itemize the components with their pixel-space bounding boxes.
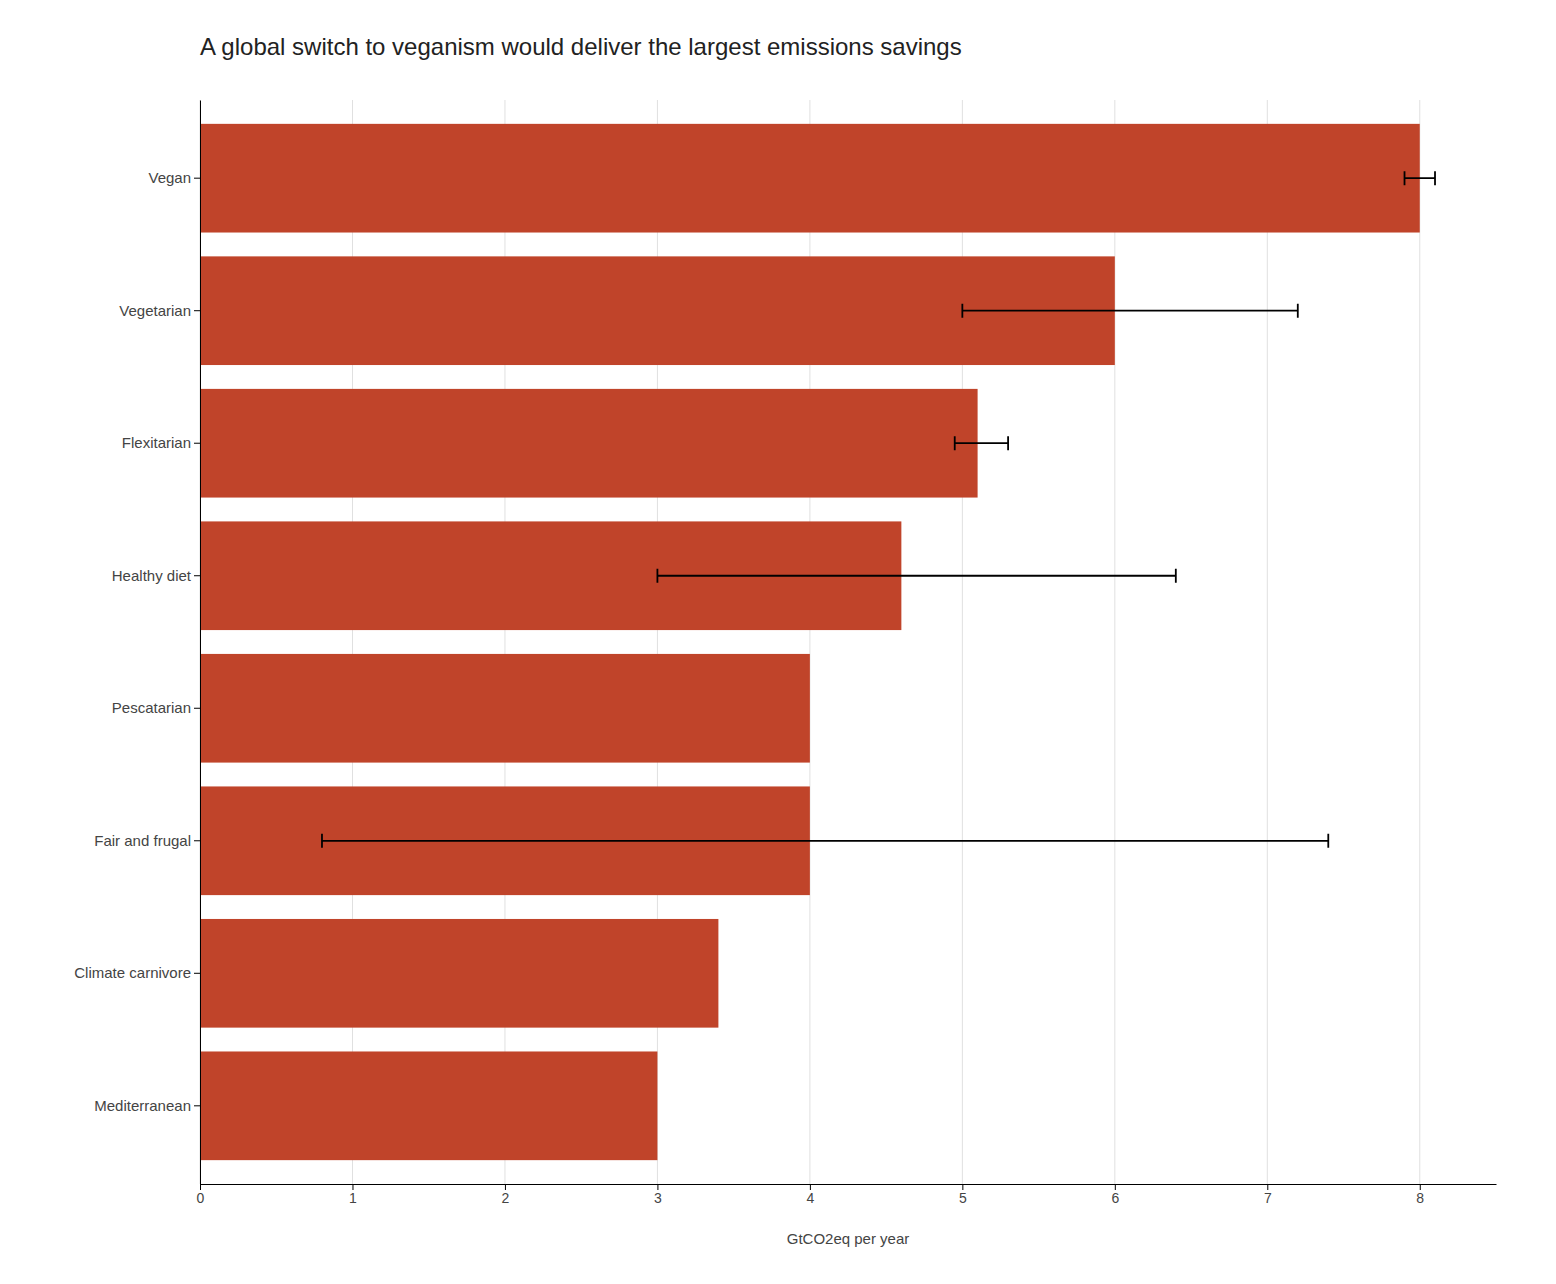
tick: 4 [806, 1184, 814, 1206]
tick: 3 [654, 1184, 662, 1206]
category-tick: Fair and frugal [94, 832, 200, 849]
category-label: Vegan [148, 169, 191, 186]
category-label: Healthy diet [112, 567, 192, 584]
category-tick-mark [194, 1105, 200, 1106]
bar [200, 1051, 657, 1160]
error-bar [1405, 171, 1435, 185]
bar [200, 124, 1420, 233]
category-tick-mark [194, 840, 200, 841]
grid-line [200, 100, 201, 1184]
chart: 0 1 2 3 4 5 6 7 8 Vegan Vegetarian Flexitarian Healt… [0, 0, 1556, 1284]
bar [200, 389, 978, 498]
tick-label: 2 [502, 1190, 510, 1206]
category-tick: Vegan [148, 169, 200, 186]
category-tick-mark [194, 443, 200, 444]
plot: 0 1 2 3 4 5 6 7 8 Vegan Vegetarian Flexitarian Healt… [74, 100, 1496, 1206]
category-tick-mark [194, 178, 200, 179]
category-tick: Vegetarian [119, 302, 200, 319]
tick: 2 [502, 1184, 510, 1206]
category-label: Pescatarian [112, 699, 191, 716]
error-bar [322, 834, 1328, 848]
axis-title: GtCO2eq per year [787, 1230, 910, 1247]
bar [200, 654, 810, 763]
tick-label: 1 [349, 1190, 357, 1206]
category-label: Mediterranean [94, 1097, 191, 1114]
category-label: Fair and frugal [94, 832, 191, 849]
grid-line [1267, 100, 1268, 1184]
tick: 5 [959, 1184, 967, 1206]
category-tick: Flexitarian [122, 434, 200, 451]
error-bar [657, 569, 1175, 583]
category-tick-mark [194, 973, 200, 974]
category-tick-mark [194, 575, 200, 576]
bar [200, 919, 718, 1028]
category-axis: Vegan Vegetarian Flexitarian Healthy diet Pe… [74, 101, 200, 1185]
error-bar [962, 304, 1297, 318]
category-label: Vegetarian [119, 302, 191, 319]
tick-label: 0 [197, 1190, 205, 1206]
marks [200, 124, 1435, 1160]
tick-label: 8 [1416, 1190, 1424, 1206]
category-tick: Pescatarian [112, 699, 200, 716]
title: A global switch to veganism would delive… [200, 33, 962, 60]
tick: 1 [349, 1184, 357, 1206]
category-label: Climate carnivore [74, 964, 191, 981]
category-axis-line [200, 101, 201, 1185]
grid-line [1419, 100, 1420, 1184]
category-tick: Healthy diet [112, 567, 200, 584]
tick: 8 [1416, 1184, 1424, 1206]
value-axis: 0 1 2 3 4 5 6 7 8 [197, 1184, 1497, 1206]
tick: 7 [1264, 1184, 1272, 1206]
tick-label: 7 [1264, 1190, 1272, 1206]
category-tick: Climate carnivore [74, 964, 200, 981]
tick: 0 [197, 1184, 205, 1206]
tick-label: 6 [1111, 1190, 1119, 1206]
value-axis-line [201, 1184, 1497, 1185]
category-tick: Mediterranean [94, 1097, 200, 1114]
error-bar [955, 436, 1008, 450]
tick-label: 4 [806, 1190, 814, 1206]
category-tick-mark [194, 708, 200, 709]
grid [200, 100, 1420, 1184]
category-label: Flexitarian [122, 434, 191, 451]
tick: 6 [1111, 1184, 1119, 1206]
tick-label: 5 [959, 1190, 967, 1206]
category-tick-mark [194, 310, 200, 311]
tick-label: 3 [654, 1190, 662, 1206]
